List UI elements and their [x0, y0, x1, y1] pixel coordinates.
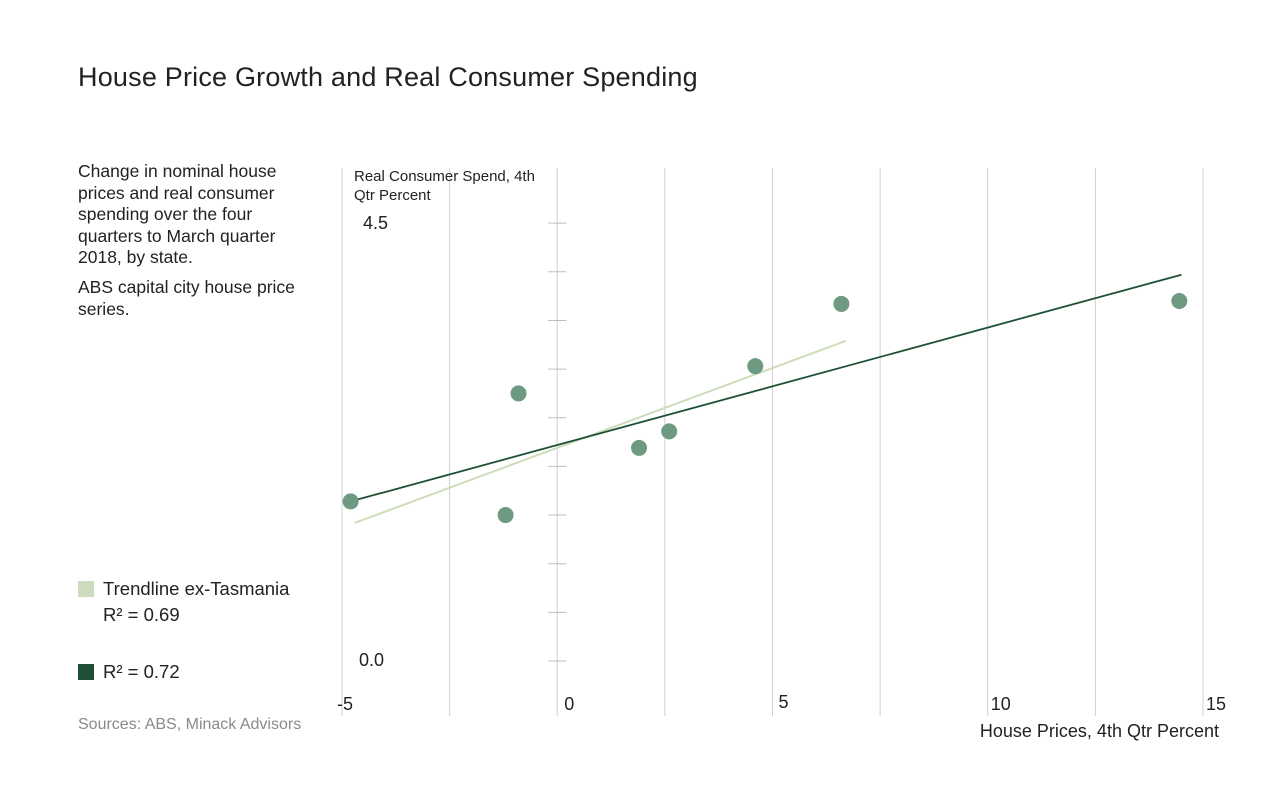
trendline-ex-tasmania: [354, 339, 847, 524]
axis-labels: -5 0 5 10 15 4.5 0.0 Real Consumer Spend, 4th Qt…: [337, 168, 1226, 741]
trendlines: [350, 273, 1182, 524]
y-tick-label: 0.0: [359, 650, 384, 670]
data-point: [661, 423, 678, 440]
y-tick-label: 4.5: [363, 213, 388, 233]
source-note: Sources: ABS, Minack Advisors: [78, 716, 302, 733]
legend-swatch-light: [78, 581, 94, 597]
legend-label: Trendline ex-Tasmania: [103, 578, 290, 599]
x-tick-label: 15: [1206, 694, 1226, 714]
data-point: [510, 385, 527, 402]
data-point: [497, 507, 514, 524]
grid-layer: [341, 168, 1204, 716]
data-point: [833, 295, 850, 312]
chart-description: Change in nominal house prices and real …: [78, 161, 277, 267]
y-axis-label: Real Consumer Spend, 4th Qtr Percent: [354, 168, 535, 204]
data-points: [342, 292, 1188, 524]
data-point: [342, 493, 359, 510]
y-axis-ticks: [548, 222, 567, 662]
data-point: [747, 358, 764, 375]
chart-description-series: ABS capital city house price series.: [78, 277, 295, 319]
legend-r2: R² = 0.72: [103, 661, 180, 682]
chart-title: House Price Growth and Real Consumer Spe…: [78, 62, 698, 92]
x-tick-label: 10: [991, 694, 1011, 714]
trendline-all-states: [350, 273, 1182, 503]
legend-swatch-dark: [78, 664, 94, 680]
data-point: [1171, 292, 1188, 309]
legend-r2: R² = 0.69: [103, 604, 180, 625]
x-axis-label: House Prices, 4th Qtr Percent: [980, 721, 1219, 741]
x-tick-label: 5: [778, 692, 788, 712]
x-tick-label: 0: [564, 694, 574, 714]
data-point: [631, 439, 648, 456]
x-tick-label: -5: [337, 694, 353, 714]
